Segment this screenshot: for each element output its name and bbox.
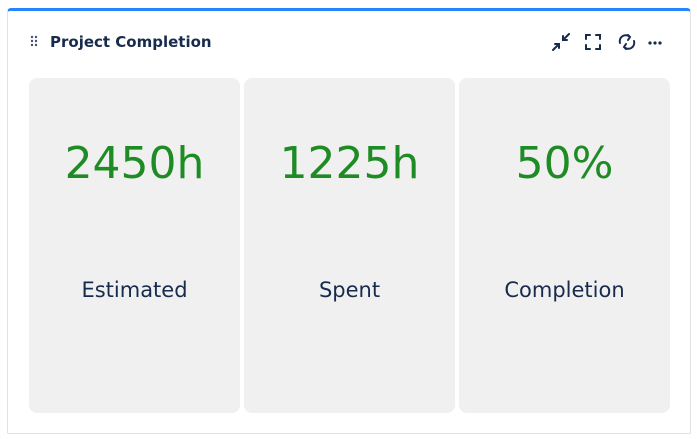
widget-title: Project Completion [50, 33, 212, 51]
metric-value: 50% [515, 138, 614, 189]
metric-value: 2450h [64, 138, 205, 189]
refresh-icon[interactable] [618, 34, 636, 50]
drag-handle[interactable] [30, 35, 38, 47]
metric-card: 50% Completion [459, 78, 670, 413]
metric-card: 2450h Estimated [29, 78, 240, 413]
widget: Project Completion 2450h Estimated 1225h Sp… [7, 8, 691, 434]
fullscreen-icon[interactable] [585, 34, 601, 50]
metric-label: Spent [318, 278, 381, 302]
metric-value: 1225h [279, 138, 420, 189]
metric-label: Estimated [81, 278, 188, 302]
metric-card: 1225h Spent [244, 78, 455, 413]
collapse-icon[interactable] [552, 33, 570, 51]
toolbar [552, 33, 662, 51]
more-icon[interactable] [648, 41, 662, 45]
metric-label: Completion [504, 278, 625, 302]
